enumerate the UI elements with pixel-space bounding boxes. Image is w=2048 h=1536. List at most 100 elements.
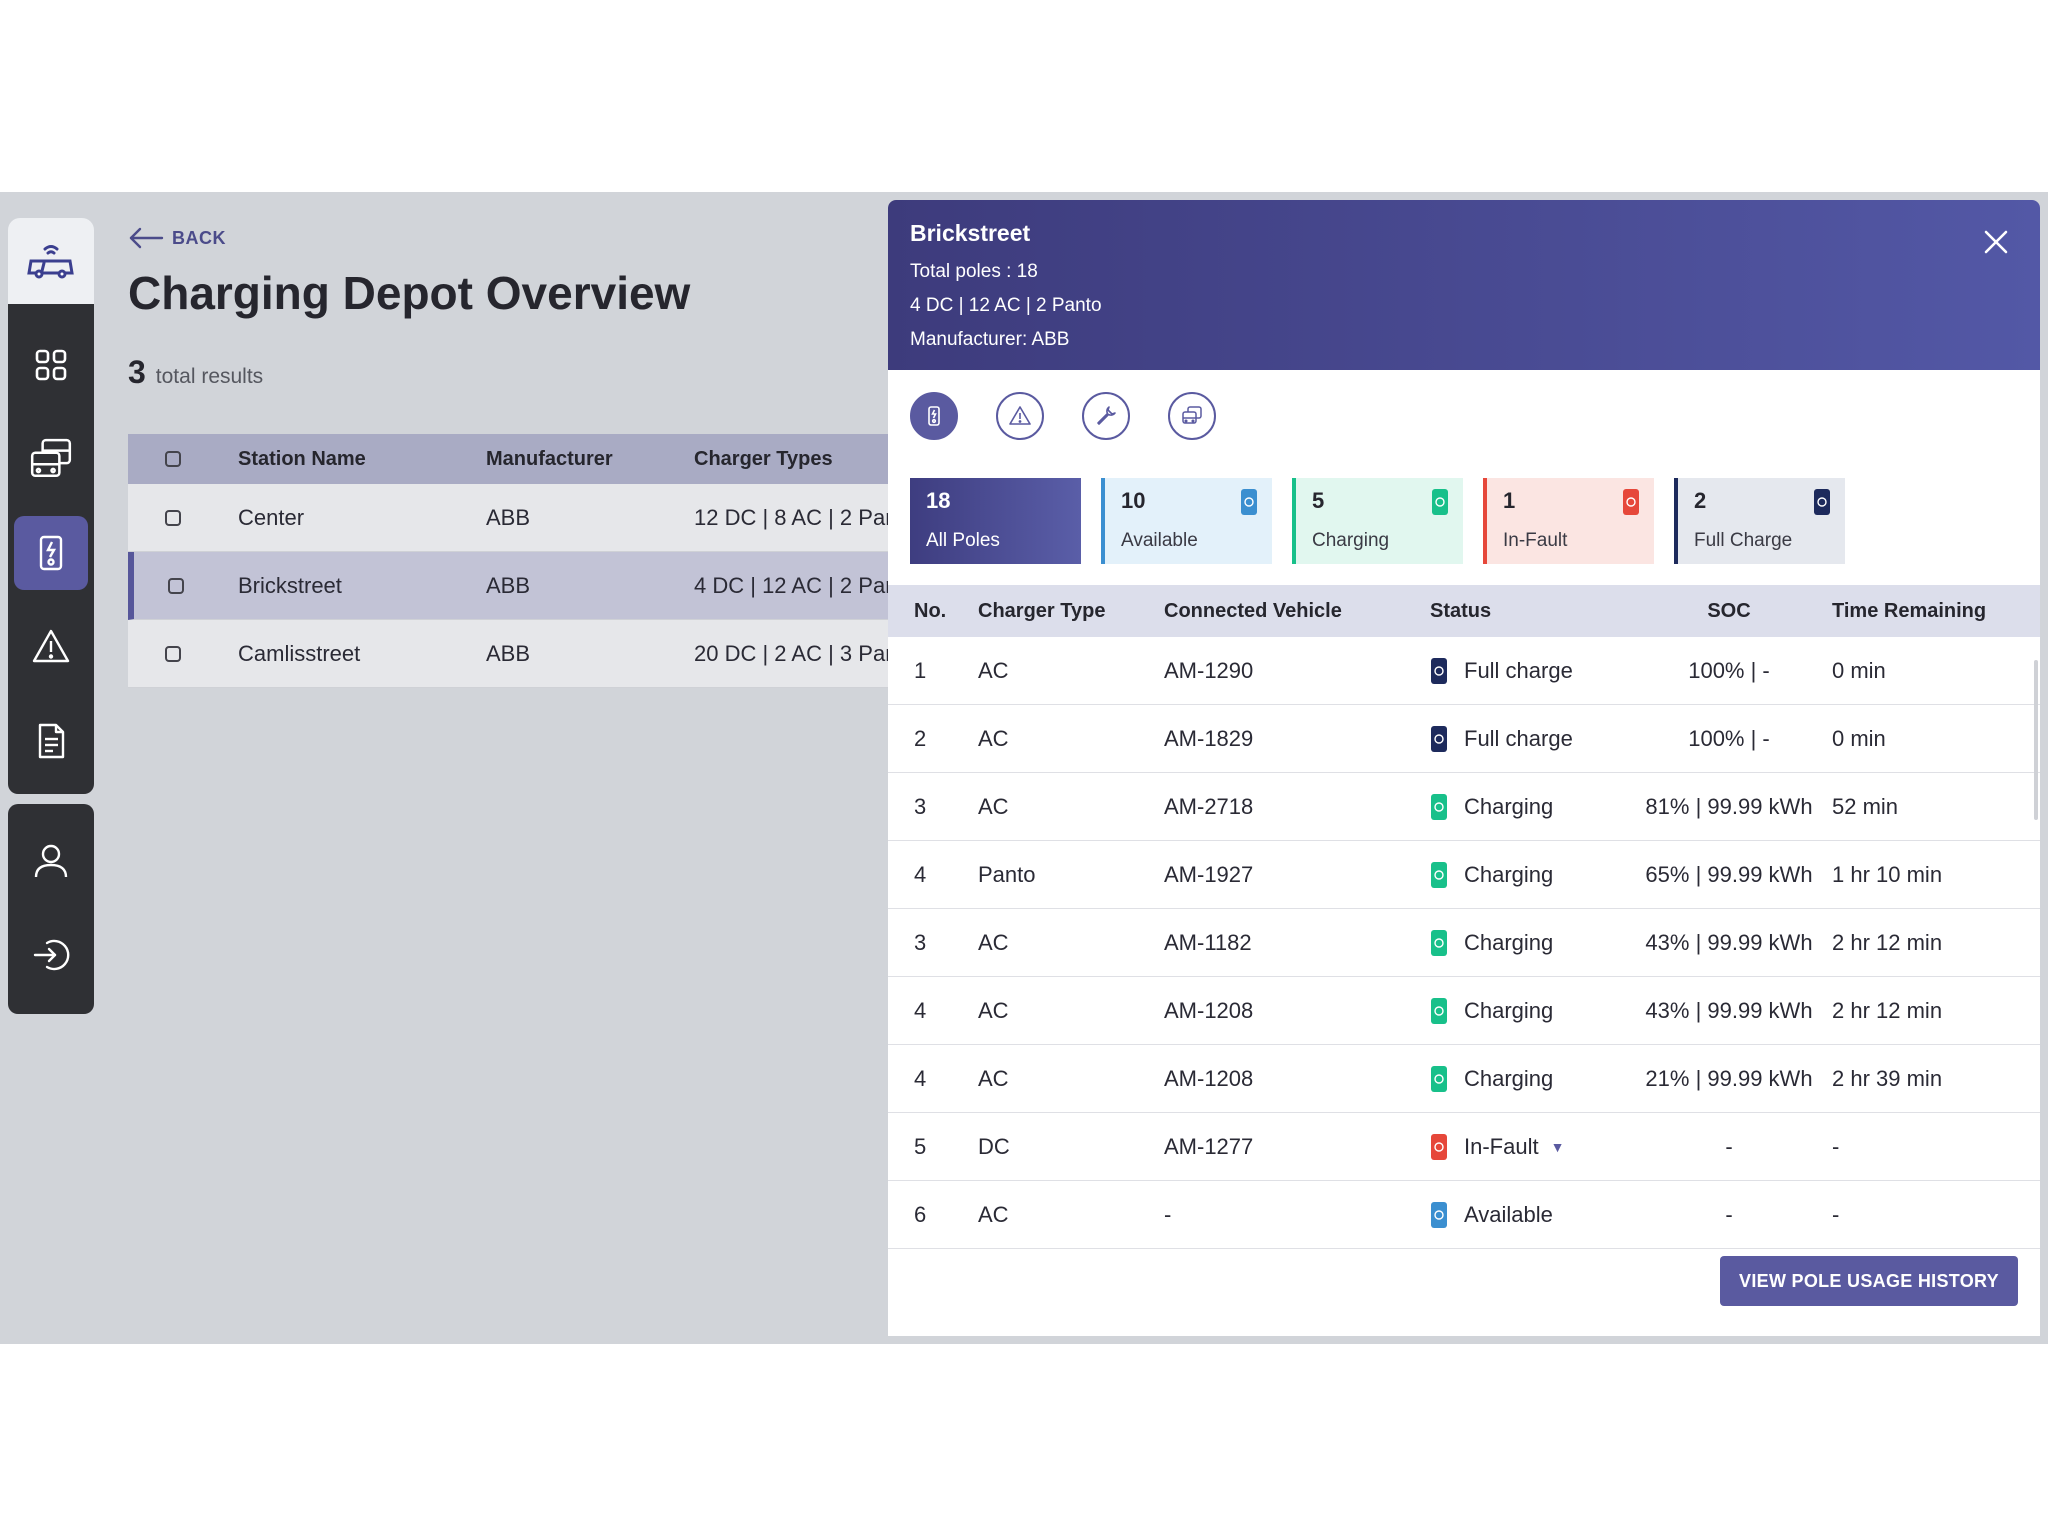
summary-card-full-charge[interactable]: 2 Full Charge — [1674, 478, 1845, 564]
table-row[interactable]: 4 AC AM-1208 Charging 43% | 99.99 kWh 2 hr 12… — [888, 977, 2040, 1045]
charger-charging-icon — [1431, 793, 1447, 820]
charger-full-icon — [1431, 725, 1447, 752]
results-count: 3 total results — [128, 354, 263, 391]
logo[interactable] — [8, 218, 94, 304]
pole-status-label: Charging — [1464, 861, 1554, 887]
header-connected-vehicle[interactable]: Connected Vehicle — [1164, 599, 1342, 622]
pole-soc: 100% | - — [1688, 725, 1770, 751]
pole-soc: 21% | 99.99 kWh — [1645, 1065, 1813, 1091]
header-time-remaining[interactable]: Time Remaining — [1832, 599, 1987, 622]
row-checkbox[interactable] — [165, 509, 181, 526]
summary-card-in-fault[interactable]: 1 In-Fault — [1483, 478, 1654, 564]
charger-full-icon — [1814, 489, 1830, 515]
warning-icon — [1009, 406, 1031, 425]
pole-charger-type: DC — [978, 1133, 1010, 1159]
pole-soc: 43% | 99.99 kWh — [1645, 997, 1813, 1023]
pole-status-label: Full charge — [1464, 725, 1573, 751]
header-no[interactable]: No. — [914, 599, 947, 622]
pole-charger-type: AC — [978, 997, 1009, 1023]
summary-card-all-poles[interactable]: 18 All Poles — [910, 478, 1081, 564]
table-row[interactable]: 3 AC AM-2718 Charging 81% | 99.99 kWh 52 min — [888, 773, 2040, 841]
pole-status-label: Charging — [1464, 1065, 1554, 1091]
charger-charging-icon — [1431, 1065, 1447, 1092]
sidebar-item-logout[interactable] — [14, 918, 88, 992]
pole-time-remaining: - — [1832, 1133, 1840, 1159]
row-checkbox[interactable] — [168, 577, 184, 594]
table-row[interactable]: 2 AC AM-1829 Full charge 100% | - 0 min — [888, 705, 2040, 773]
charger-available-icon — [1431, 1201, 1447, 1228]
header-status[interactable]: Status — [1430, 599, 1492, 622]
table-row[interactable]: 5 DC AM-1277 In-Fault ▼ - - — [888, 1113, 2040, 1181]
pole-charger-type: Panto — [978, 861, 1036, 887]
station-charger-types: 4 DC | 12 AC | 2 Panto — [694, 572, 888, 598]
table-row[interactable]: Camlisstreet ABB 20 DC | 2 AC | 3 Panto — [128, 620, 888, 688]
sidebar-item-reports[interactable] — [14, 704, 88, 778]
warning-icon — [32, 629, 70, 663]
pole-vehicle: AM-1277 — [1164, 1133, 1254, 1159]
select-all-checkbox[interactable] — [165, 451, 181, 467]
sidebar-item-profile[interactable] — [14, 824, 88, 898]
table-row[interactable]: 4 Panto AM-1927 Charging 65% | 99.99 kWh 1 hr… — [888, 841, 2040, 909]
stations-table-header: Station Name Manufacturer Charger Types — [128, 434, 888, 484]
tab-vehicles[interactable] — [1168, 392, 1216, 440]
chevron-down-icon[interactable]: ▼ — [1550, 1138, 1565, 1155]
tab-alerts[interactable] — [996, 392, 1044, 440]
summary-count: 2 — [1694, 488, 1707, 513]
panel-header: Brickstreet Total poles : 18 4 DC | 12 A… — [888, 200, 2040, 370]
pole-no: 2 — [914, 725, 927, 751]
sidebar-item-dashboard[interactable] — [14, 328, 88, 402]
tab-maintenance[interactable] — [1082, 392, 1130, 440]
sidebar-item-alerts[interactable] — [14, 610, 88, 684]
pole-status: In-Fault ▼ — [1430, 1133, 1626, 1161]
pole-status-label: Available — [1464, 1201, 1553, 1227]
dashboard-grid-icon — [35, 349, 67, 381]
pole-charger-type: AC — [978, 1201, 1009, 1227]
scrollbar[interactable] — [2034, 660, 2038, 820]
header-charger-types[interactable]: Charger Types — [694, 447, 833, 470]
pole-vehicle: AM-2718 — [1164, 793, 1254, 819]
station-name: Center — [238, 504, 305, 530]
summary-label: All Poles — [926, 530, 1000, 551]
header-soc[interactable]: SOC — [1707, 599, 1751, 622]
sidebar-item-charging[interactable] — [14, 516, 88, 590]
table-row[interactable]: 1 AC AM-1290 Full charge 100% | - 0 min — [888, 637, 2040, 705]
station-detail-panel: Brickstreet Total poles : 18 4 DC | 12 A… — [888, 200, 2040, 1336]
charger-charging-icon — [1432, 489, 1448, 515]
summary-count: 10 — [1121, 488, 1146, 513]
wrench-icon — [1097, 406, 1116, 425]
pole-status-label: In-Fault — [1464, 1133, 1539, 1159]
summary-card-charging[interactable]: 5 Charging — [1292, 478, 1463, 564]
sidebar-item-fleet[interactable] — [14, 422, 88, 496]
charger-available-icon — [1241, 489, 1257, 515]
pole-no: 5 — [914, 1133, 927, 1159]
header-station-name[interactable]: Station Name — [238, 447, 366, 470]
table-row[interactable]: 4 AC AM-1208 Charging 21% | 99.99 kWh 2 hr 39… — [888, 1045, 2040, 1113]
pole-status: Charging — [1430, 861, 1626, 889]
panel-title: Brickstreet — [910, 220, 1031, 246]
row-checkbox[interactable] — [165, 645, 181, 662]
pole-status: Available — [1430, 1201, 1626, 1229]
tab-poles[interactable] — [910, 392, 958, 440]
table-row[interactable]: 3 AC AM-1182 Charging 43% | 99.99 kWh 2 hr 12… — [888, 909, 2040, 977]
table-row[interactable]: Center ABB 12 DC | 8 AC | 2 Panto — [128, 484, 888, 552]
pole-vehicle: AM-1927 — [1164, 861, 1254, 887]
close-icon[interactable] — [1980, 226, 2012, 258]
station-charger-types: 20 DC | 2 AC | 3 Panto — [694, 640, 888, 666]
header-charger-type[interactable]: Charger Type — [978, 599, 1106, 622]
stations-table: Station Name Manufacturer Charger Types … — [128, 434, 888, 688]
view-pole-usage-history-button[interactable]: VIEW POLE USAGE HISTORY — [1720, 1256, 2018, 1306]
table-row[interactable]: 6 AC - Available - - — [888, 1181, 2040, 1249]
header-manufacturer[interactable]: Manufacturer — [486, 447, 613, 470]
sidebar — [8, 218, 94, 1014]
pole-time-remaining: 2 hr 12 min — [1832, 929, 1943, 955]
page-title: Charging Depot Overview — [128, 267, 691, 319]
pole-charger-type: AC — [978, 929, 1009, 955]
results-label: total results — [155, 365, 264, 388]
fleet-buses-icon — [30, 438, 72, 477]
pole-charger-type: AC — [978, 725, 1009, 751]
pole-status: Full charge — [1430, 657, 1626, 685]
summary-count: 1 — [1503, 488, 1516, 513]
table-row[interactable]: Brickstreet ABB 4 DC | 12 AC | 2 Panto — [128, 552, 888, 620]
summary-card-available[interactable]: 10 Available — [1101, 478, 1272, 564]
back-link[interactable]: BACK — [128, 226, 226, 250]
